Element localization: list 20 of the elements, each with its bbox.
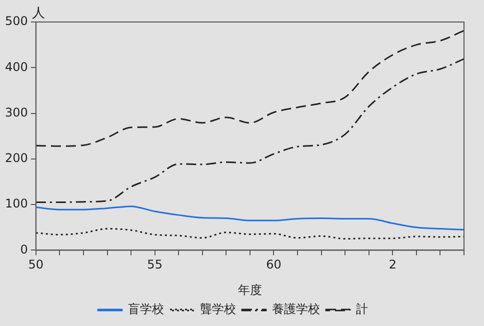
legend-label: 養護学校 <box>272 302 320 316</box>
x-axis-title: 年度 <box>238 282 262 297</box>
y-tick-label: 100 <box>5 196 28 211</box>
legend-label: 聾学校 <box>200 302 236 316</box>
x-tick-label: 55 <box>147 258 162 272</box>
line-series <box>35 30 465 147</box>
y-tick-label: 400 <box>5 60 28 74</box>
line-series <box>35 206 465 230</box>
y-tick-label: 300 <box>5 105 28 120</box>
y-tick-label: 200 <box>5 151 28 166</box>
y-tick-label: 0 <box>20 242 28 256</box>
x-tick-label: 50 <box>28 258 44 272</box>
legend-label: 盲学校 <box>128 302 164 316</box>
line-series <box>35 58 465 204</box>
legend-label: 計 <box>356 302 368 316</box>
x-tick-label: 2 <box>388 258 396 272</box>
line-series <box>35 228 465 240</box>
x-tick-label: 60 <box>266 258 282 272</box>
y-axis-title: 人 <box>32 6 45 21</box>
y-tick-label: 500 <box>5 14 28 28</box>
